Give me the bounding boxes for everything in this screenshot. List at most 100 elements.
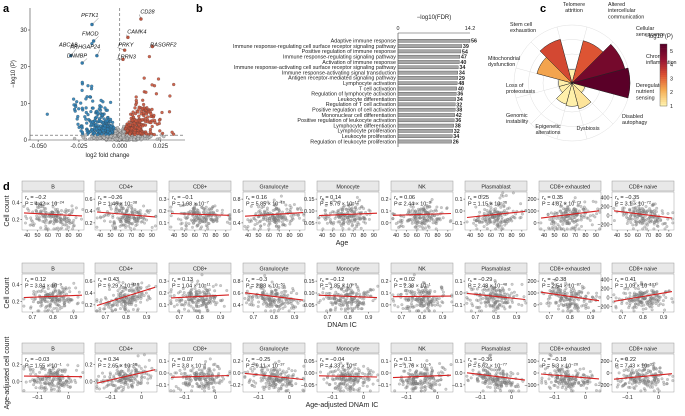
legend-tick-label: 3	[670, 76, 673, 82]
x-tick-label: 60	[414, 233, 420, 239]
sample-point	[39, 210, 42, 214]
y-tick-label: 0.4	[233, 221, 241, 227]
gene-point	[99, 132, 104, 136]
x-tick-label: 80	[361, 233, 367, 239]
sample-point	[109, 382, 112, 386]
legend-gradient-step	[660, 77, 667, 80]
sample-point	[569, 227, 573, 231]
hallmark-label: Disabled autophagy	[622, 114, 647, 126]
sample-point	[629, 221, 633, 224]
sample-point	[478, 305, 481, 309]
sample-point	[500, 218, 504, 222]
sample-point	[577, 293, 580, 296]
sample-point	[98, 307, 102, 310]
sample-point	[562, 207, 565, 211]
y-tick-label: 0.6	[233, 209, 241, 215]
sample-point	[118, 379, 122, 383]
category-label: Leukocyte proliferation	[342, 134, 396, 140]
sample-point	[406, 305, 410, 308]
sample-point	[60, 209, 63, 212]
sample-point	[95, 299, 99, 303]
sample-point	[56, 379, 60, 382]
sample-point	[351, 290, 354, 294]
sample-point	[503, 218, 507, 222]
sample-point	[32, 224, 35, 227]
sample-point	[499, 299, 503, 303]
gene-point	[142, 102, 146, 107]
sample-point	[41, 219, 45, 223]
sample-point	[191, 221, 195, 225]
sample-point	[32, 222, 36, 226]
x-tick-label: 60	[266, 233, 272, 239]
sample-point	[653, 218, 657, 222]
sample-point	[411, 219, 414, 223]
sample-point	[256, 296, 260, 299]
cell-count-scatter-grid: d Brs = −0.2P = 4.42 × 10−240.20.440 50 60 7…	[3, 180, 675, 409]
facet-title: B	[51, 346, 55, 352]
sample-point	[500, 216, 504, 219]
sample-point	[492, 303, 496, 307]
sample-point	[346, 216, 350, 220]
legend-gradient-step	[660, 52, 667, 55]
p-value-label: P = 1.85 × 10−9	[320, 282, 358, 290]
sample-point	[485, 209, 489, 212]
sample-point	[641, 227, 645, 231]
sample-point	[43, 381, 47, 385]
sample-point	[293, 203, 296, 206]
gene-point	[94, 127, 99, 131]
y-tick-label: 200	[601, 286, 610, 292]
sample-point	[494, 227, 498, 231]
sample-point	[438, 218, 442, 222]
sample-point	[340, 208, 344, 212]
sample-point	[646, 300, 650, 304]
y-tick-label: 0.6	[85, 279, 93, 285]
sample-point	[56, 210, 60, 214]
sample-point	[662, 293, 666, 297]
sample-point	[252, 216, 256, 220]
y-tick-label: 0.05	[304, 221, 315, 227]
x-tick-label: 0.8	[122, 315, 130, 321]
sample-point	[98, 309, 102, 313]
x-tick-label: 80	[509, 233, 515, 239]
sample-point	[243, 297, 247, 300]
sample-point	[186, 216, 190, 219]
sample-point	[332, 297, 336, 301]
gene-point	[45, 112, 49, 116]
sample-point	[391, 217, 395, 220]
sample-point	[345, 220, 349, 224]
sample-point	[129, 298, 133, 302]
sample-point	[110, 309, 114, 313]
gene-point	[136, 134, 141, 138]
sample-point	[140, 373, 144, 376]
gene-point	[98, 130, 102, 134]
hallmark-label: Dysbiosis	[576, 126, 599, 132]
sample-point	[63, 210, 67, 214]
x-tick-label: 0.9	[439, 315, 447, 321]
sample-point	[169, 290, 173, 294]
sample-point	[182, 303, 186, 307]
sample-point	[332, 221, 336, 224]
facet-title: CD8+ exhausted	[550, 184, 590, 190]
sample-point	[339, 307, 343, 311]
gene-point	[102, 126, 106, 130]
sample-point	[35, 214, 39, 218]
sample-point	[356, 196, 359, 199]
correlation-label: rs = 0.06	[394, 195, 415, 201]
sample-point	[398, 225, 402, 228]
sample-point	[510, 282, 514, 286]
gene-point	[74, 104, 78, 109]
sample-point	[273, 309, 276, 312]
sample-point	[640, 304, 644, 308]
gene-point	[79, 101, 83, 105]
sample-point	[636, 216, 639, 220]
sample-point	[369, 288, 373, 292]
sample-point	[588, 219, 592, 222]
gene-point	[115, 137, 119, 141]
sample-point	[44, 386, 47, 389]
sample-point	[587, 306, 590, 310]
sample-point	[80, 217, 83, 221]
row-x-axis-label: Age	[336, 240, 349, 247]
sample-point	[253, 223, 257, 227]
gene-point	[88, 95, 92, 99]
